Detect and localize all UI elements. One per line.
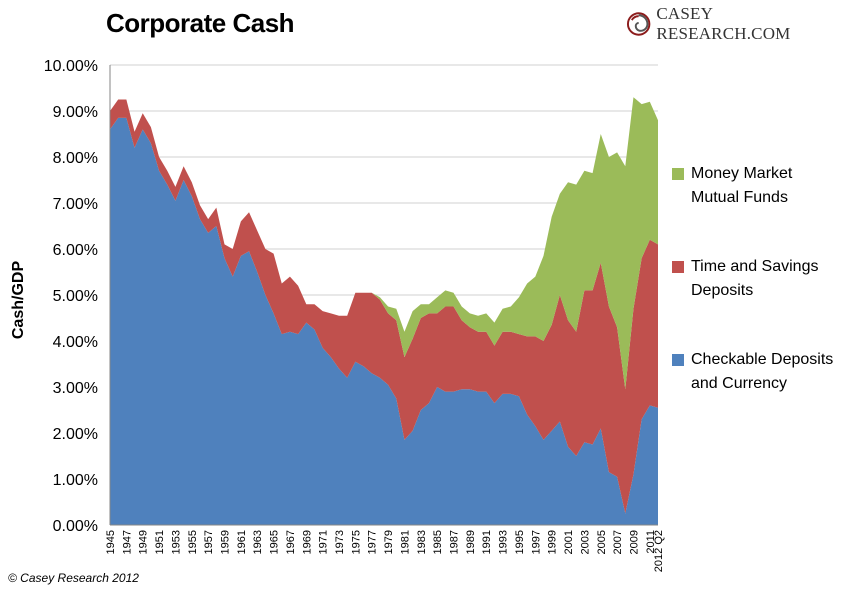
swirl-logo-icon: [626, 12, 651, 36]
x-tick-label: 1975: [350, 530, 362, 554]
x-tick-label: 2011: [645, 530, 657, 554]
legend-swatch: [672, 261, 684, 273]
brand-logo: CASEY RESEARCH.COM: [626, 4, 846, 44]
legend-item: Money Market Mutual Funds: [672, 162, 841, 210]
x-tick-label: 1957: [203, 530, 215, 554]
x-tick-label: 1999: [547, 530, 559, 554]
x-tick-label: 1949: [138, 530, 150, 554]
x-tick-label: 1989: [465, 530, 477, 554]
x-tick-label: 2001: [563, 530, 575, 554]
legend-item: Time and Savings Deposits: [672, 255, 841, 303]
x-tick-label: 1945: [105, 530, 117, 554]
x-tick-label: 2007: [612, 530, 624, 554]
y-tick-labels: 0.00% 1.00% 2.00% 3.00% 4.00% 5.00% 6.00% 7.00%…: [44, 58, 98, 535]
legend-swatch: [672, 354, 684, 366]
x-tick-label: 2012 Q2: [653, 530, 665, 572]
x-tick-label: 1997: [530, 530, 542, 554]
x-tick-label: 1963: [252, 530, 264, 554]
y-tick-label: 2.00%: [53, 426, 98, 443]
x-tick-label: 1959: [220, 530, 232, 554]
x-tick-label: 1953: [170, 530, 182, 554]
legend-label: Time and Savings Deposits: [691, 258, 819, 299]
area-money-market-mutual-funds: [110, 97, 658, 390]
y-tick-label: 0.00%: [53, 518, 98, 535]
chart-title: Corporate Cash: [106, 8, 295, 38]
legend-label: Checkable Deposits and Currency: [691, 351, 834, 392]
x-tick-label: 1965: [269, 530, 281, 554]
x-tick-labels: 1945 1947 1949 1951 1953 1955 1957 1959 1961 1963…: [105, 530, 665, 572]
x-tick-label: 1971: [318, 530, 330, 554]
axes: [109, 65, 658, 526]
x-tick-label: 2005: [596, 530, 608, 554]
x-tick-label: 1993: [498, 530, 510, 554]
x-tick-label: 1947: [121, 530, 133, 554]
x-tick-label: 1995: [514, 530, 526, 554]
legend-label: Money Market Mutual Funds: [691, 165, 793, 206]
x-tick-label: 1955: [187, 530, 199, 554]
y-tick-label: 8.00%: [53, 150, 98, 167]
x-tick-label: 1981: [399, 530, 411, 554]
area-series: [110, 97, 658, 526]
x-tick-label: 1973: [334, 530, 346, 554]
x-tick-label: 1987: [449, 530, 461, 554]
x-tick-label: 1983: [416, 530, 428, 554]
x-tick-label: 1961: [236, 530, 248, 554]
x-tick-label: 1991: [481, 530, 493, 554]
x-tick-label: 1977: [367, 530, 379, 554]
y-tick-label: 9.00%: [53, 104, 98, 121]
y-tick-label: 3.00%: [53, 380, 98, 397]
x-tick-label: 2009: [628, 530, 640, 554]
y-tick-label: 6.00%: [53, 242, 98, 259]
y-tick-label: 5.00%: [53, 288, 98, 305]
brand-text: CASEY RESEARCH.COM: [656, 4, 791, 43]
y-tick-label: 4.00%: [53, 334, 98, 351]
x-tick-label: 1969: [301, 530, 313, 554]
y-tick-label: 1.00%: [53, 472, 98, 489]
y-tick-label: 7.00%: [53, 196, 98, 213]
x-tick-label: 1951: [154, 530, 166, 554]
legend-item: Checkable Deposits and Currency: [672, 348, 841, 396]
x-tick-label: 2003: [579, 530, 591, 554]
y-axis-label: Cash/GDP: [10, 261, 27, 340]
area-checkable-deposits-and-currency: [110, 117, 658, 526]
x-tick-label: 1967: [285, 530, 297, 554]
x-tick-label: 1985: [432, 530, 444, 554]
x-tick-label: 1979: [383, 530, 395, 554]
copyright-text: © Casey Research 2012: [8, 571, 139, 585]
legend-swatch: [672, 168, 684, 180]
y-tick-label: 10.00%: [44, 58, 98, 75]
